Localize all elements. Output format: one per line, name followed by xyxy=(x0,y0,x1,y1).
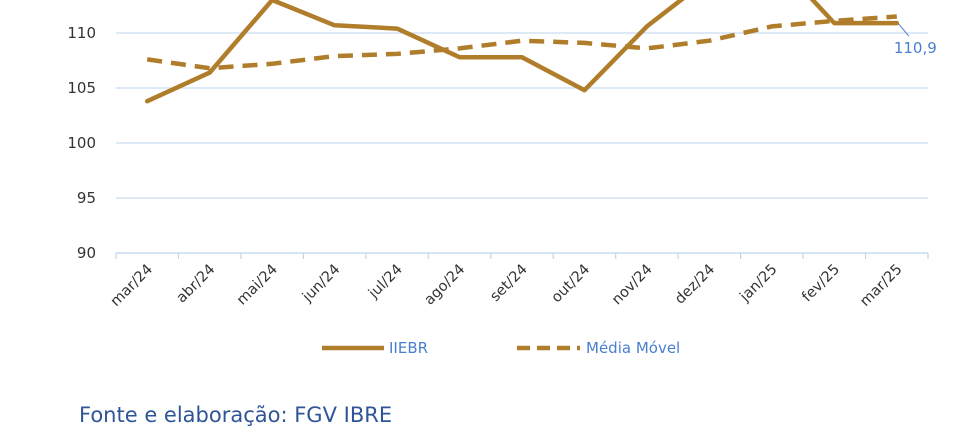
y-tick-label: 100 xyxy=(67,134,96,152)
x-tick-label: set/24 xyxy=(487,262,530,305)
y-tick-label: 90 xyxy=(77,244,96,262)
x-tick-label: mai/24 xyxy=(234,262,281,309)
x-axis xyxy=(115,252,929,259)
x-tick-label: abr/24 xyxy=(174,262,219,307)
legend: IIEBR Média Móvel xyxy=(322,339,680,357)
y-tick-label: 105 xyxy=(67,79,96,97)
gridlines xyxy=(116,32,928,199)
x-tick-label: jun/24 xyxy=(299,262,343,306)
series-line-iiebr xyxy=(144,0,900,104)
legend-label: Média Móvel xyxy=(586,339,680,357)
data-label-leader xyxy=(898,23,910,37)
source-note: Fonte e elaboração: FGV IBRE xyxy=(79,403,393,427)
x-tick-label: ago/24 xyxy=(421,262,468,309)
x-tick-label: mar/24 xyxy=(108,262,156,310)
chart: 90 95 100 105 110 mar/24 abr/24 mai/24 jun/24 ju… xyxy=(67,0,937,357)
data-label: 110,9 xyxy=(894,39,937,57)
y-tick-label: 95 xyxy=(77,189,96,207)
x-tick-label: out/24 xyxy=(549,262,594,307)
series-line-m-dia-m-vel xyxy=(146,14,897,71)
x-tick-label: mar/25 xyxy=(857,262,905,310)
y-tick-label: 110 xyxy=(67,24,96,42)
x-tick-label: dez/24 xyxy=(672,262,718,308)
annotations: 110,9 xyxy=(894,23,937,57)
legend-label: IIEBR xyxy=(389,339,428,357)
y-axis-ticks: 90 95 100 105 110 xyxy=(67,24,96,262)
series-lines xyxy=(144,0,900,104)
x-tick-label: fev/25 xyxy=(799,262,843,306)
x-tick-label: jul/24 xyxy=(365,262,406,303)
x-axis-ticks: mar/24 abr/24 mai/24 jun/24 jul/24 ago/24 set/… xyxy=(108,262,906,310)
x-tick-label: jan/25 xyxy=(737,262,781,306)
x-tick-label: nov/24 xyxy=(609,262,656,309)
